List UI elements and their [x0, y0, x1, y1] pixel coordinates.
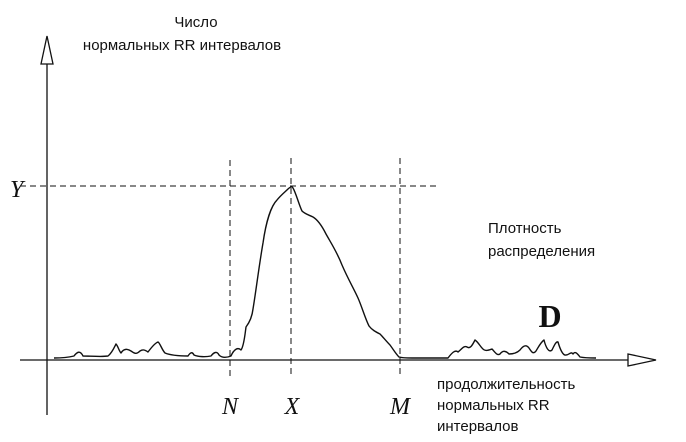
- x-axis-label-line2: нормальных RR: [437, 397, 550, 414]
- y-axis: [40, 35, 54, 415]
- x-axis: [20, 353, 657, 367]
- density-label-line2: распределения: [488, 243, 595, 260]
- x-axis-label-line1: продолжительность: [437, 376, 576, 393]
- x-axis-label-line3: интервалов: [437, 418, 518, 435]
- distribution-curve: [53, 186, 597, 359]
- y-axis-label-line2: нормальных RR интервалов: [83, 37, 281, 54]
- guide-lines: [20, 158, 438, 378]
- marker-d: D: [538, 298, 561, 334]
- y-axis-label-line1: Число: [174, 14, 217, 31]
- marker-m: M: [389, 394, 412, 420]
- density-label-line1: Плотность: [488, 220, 562, 237]
- marker-y: Y: [10, 177, 26, 203]
- marker-n: N: [221, 394, 240, 420]
- marker-x: X: [284, 394, 301, 420]
